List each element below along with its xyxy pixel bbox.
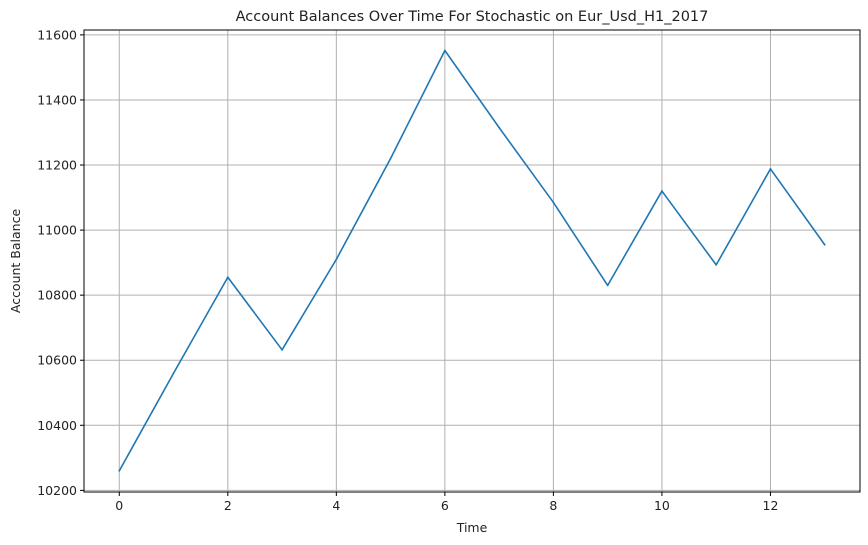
data-point — [335, 258, 338, 261]
x-tick-label: 6 — [441, 498, 449, 513]
x-tick-label: 4 — [332, 498, 340, 513]
y-tick-label: 10600 — [37, 353, 77, 368]
plot-frame — [83, 29, 861, 493]
y-tick-label: 11000 — [37, 223, 77, 238]
data-point — [172, 372, 175, 375]
data-point — [226, 276, 229, 279]
y-tick-label: 11200 — [37, 158, 77, 173]
x-tick-label: 0 — [115, 498, 123, 513]
series-line — [118, 49, 826, 472]
x-tick-label: 8 — [549, 498, 557, 513]
series-layer — [118, 49, 826, 472]
y-axis-label: Account Balance — [8, 209, 23, 314]
data-point — [715, 264, 718, 266]
x-tick-label: 2 — [224, 498, 232, 513]
y-tick-label: 10800 — [37, 288, 77, 303]
data-point — [606, 284, 609, 287]
data-point — [118, 469, 121, 472]
data-point — [769, 168, 772, 170]
data-point — [552, 201, 555, 204]
data-point — [389, 157, 392, 160]
data-point — [498, 126, 501, 129]
grid-lines — [84, 30, 860, 492]
y-tick-label: 10400 — [37, 418, 77, 433]
chart-title: Account Balances Over Time For Stochasti… — [236, 9, 709, 25]
y-tick-label: 10200 — [37, 483, 77, 498]
data-point — [661, 190, 663, 192]
y-axis-ticks: 10200 10400 10600 10800 11000 11200 11400 11600 — [37, 27, 84, 498]
x-axis-ticks: 0 2 4 6 8 10 12 — [115, 492, 778, 513]
data-point — [443, 49, 446, 52]
y-tick-label: 11600 — [37, 27, 77, 42]
x-tick-label: 10 — [654, 498, 670, 513]
x-axis-label: Time — [456, 520, 488, 535]
data-point — [281, 348, 283, 351]
y-tick-label: 11400 — [37, 92, 77, 107]
x-tick-label: 12 — [763, 498, 779, 513]
data-point — [823, 243, 826, 246]
